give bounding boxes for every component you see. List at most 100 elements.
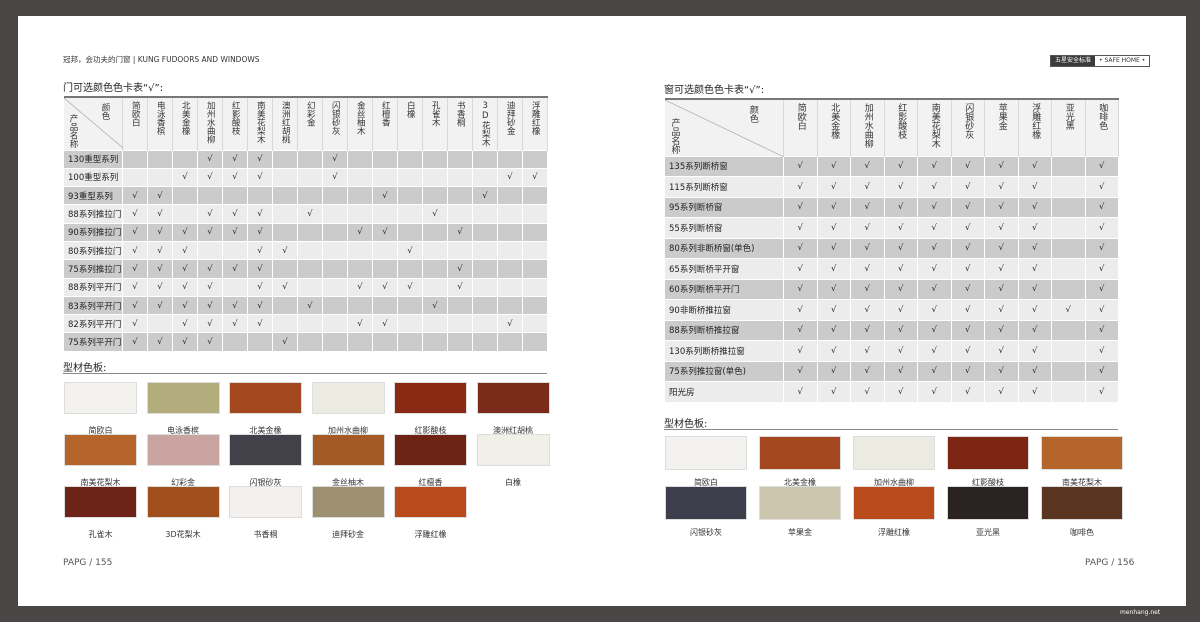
column-label: 南美花梨木 — [255, 101, 266, 144]
check-cell: √ — [222, 222, 248, 242]
check-cell — [122, 149, 148, 169]
row-name: 90系列推拉门 — [63, 222, 123, 242]
check-cell: √ — [1017, 360, 1052, 382]
check-cell: √ — [1017, 299, 1052, 321]
check-cell — [447, 167, 473, 188]
check-cell — [397, 149, 423, 169]
row-name: 115系列断桥窗 — [664, 176, 784, 198]
check-cell: √ — [816, 340, 851, 362]
check-cell: √ — [1084, 340, 1119, 362]
check-cell — [272, 222, 298, 242]
check-cell: √ — [816, 319, 851, 341]
check-cell: √ — [147, 295, 173, 316]
rule — [664, 429, 1118, 430]
check-cell: √ — [1084, 176, 1119, 198]
check-cell: √ — [1084, 237, 1119, 259]
table-row: 88系列断桥推拉窗 √ √ √ √ √ √ √ √ √ — [664, 319, 1119, 341]
check-cell: √ — [917, 381, 952, 403]
check-cell — [1051, 176, 1086, 198]
check-cell: √ — [917, 360, 952, 382]
check-cell — [322, 204, 348, 224]
swatch — [229, 486, 302, 518]
check-cell: √ — [850, 196, 885, 218]
check-cell: √ — [297, 295, 323, 316]
check-cell: √ — [197, 204, 223, 224]
row-name: 80系列非断桥窗(单色) — [664, 237, 784, 259]
swatch — [394, 486, 467, 518]
table-row: 130重型系列 √ √ √ √ — [63, 149, 548, 169]
check-cell — [497, 332, 523, 352]
check-cell: √ — [984, 217, 1019, 239]
check-cell: √ — [1084, 258, 1119, 280]
check-cell — [297, 277, 323, 297]
check-cell — [272, 167, 298, 188]
check-cell: √ — [850, 176, 885, 198]
check-cell: √ — [783, 258, 818, 280]
check-cell — [472, 204, 498, 224]
check-cell: √ — [917, 340, 952, 362]
swatch-label: 红檀香 — [418, 478, 443, 487]
check-cell — [472, 167, 498, 188]
check-cell — [322, 295, 348, 316]
column-header: 书香桐 — [447, 96, 473, 150]
swatch — [229, 382, 302, 414]
check-cell — [472, 240, 498, 261]
column-header: 苹果金 — [984, 98, 1019, 156]
table-title: 窗可选颜色色卡表“√”: — [664, 85, 765, 96]
diagonal — [63, 98, 123, 148]
table-title: 门可选颜色色卡表“√”: — [63, 83, 164, 94]
check-cell: √ — [1084, 278, 1119, 300]
check-cell: √ — [1017, 155, 1052, 177]
table-row: 60系列断桥平开门 √ √ √ √ √ √ √ √ √ — [664, 278, 1119, 300]
swatch-label: 白橡 — [505, 478, 521, 487]
check-cell — [522, 204, 548, 224]
check-cell: √ — [172, 277, 198, 297]
check-cell — [322, 259, 348, 279]
check-cell — [472, 259, 498, 279]
table-row: 88系列推拉门 √ √ √ √ √ √ √ — [63, 204, 548, 224]
row-name: 88系列推拉门 — [63, 204, 123, 224]
column-header: 迪拜砂金 — [497, 96, 523, 150]
check-cell: √ — [883, 237, 918, 259]
check-cell: √ — [447, 259, 473, 279]
check-cell — [397, 259, 423, 279]
check-cell: √ — [1017, 319, 1052, 341]
check-cell: √ — [984, 360, 1019, 382]
column-header: 北美金橡 — [817, 98, 851, 156]
swatch — [146, 434, 220, 466]
table-row: 55系列断桥窗 √ √ √ √ √ √ √ √ √ — [664, 217, 1119, 239]
check-cell: √ — [197, 222, 223, 242]
swatch-title: 型材色板: — [664, 419, 708, 430]
swatch — [1041, 436, 1123, 470]
check-cell — [397, 222, 423, 242]
check-cell — [522, 259, 548, 279]
check-cell — [472, 314, 498, 334]
check-cell — [297, 259, 323, 279]
check-cell: √ — [347, 314, 373, 334]
check-cell: √ — [984, 237, 1019, 259]
swatch-label: 孔雀木 — [88, 530, 113, 539]
check-cell — [422, 259, 448, 279]
check-cell: √ — [950, 176, 985, 198]
row-name: 90非断桥推拉窗 — [664, 299, 784, 321]
check-cell: √ — [850, 360, 885, 382]
check-cell: √ — [122, 314, 148, 334]
check-cell: √ — [1017, 217, 1052, 239]
check-cell: √ — [197, 277, 223, 297]
check-cell: √ — [984, 196, 1019, 218]
check-cell — [272, 186, 298, 206]
column-label: 白橡 — [405, 101, 416, 118]
check-cell: √ — [247, 222, 273, 242]
check-cell — [322, 277, 348, 297]
swatch — [476, 434, 550, 466]
check-cell — [297, 314, 323, 334]
check-cell: √ — [783, 237, 818, 259]
table-row: 75系列平开门 √ √ √ √ √ — [63, 332, 548, 352]
check-cell: √ — [816, 176, 851, 198]
check-cell: √ — [422, 204, 448, 224]
check-cell — [222, 186, 248, 206]
check-cell — [447, 314, 473, 334]
check-cell: √ — [222, 167, 248, 188]
check-cell: √ — [883, 155, 918, 177]
swatch — [64, 434, 137, 466]
